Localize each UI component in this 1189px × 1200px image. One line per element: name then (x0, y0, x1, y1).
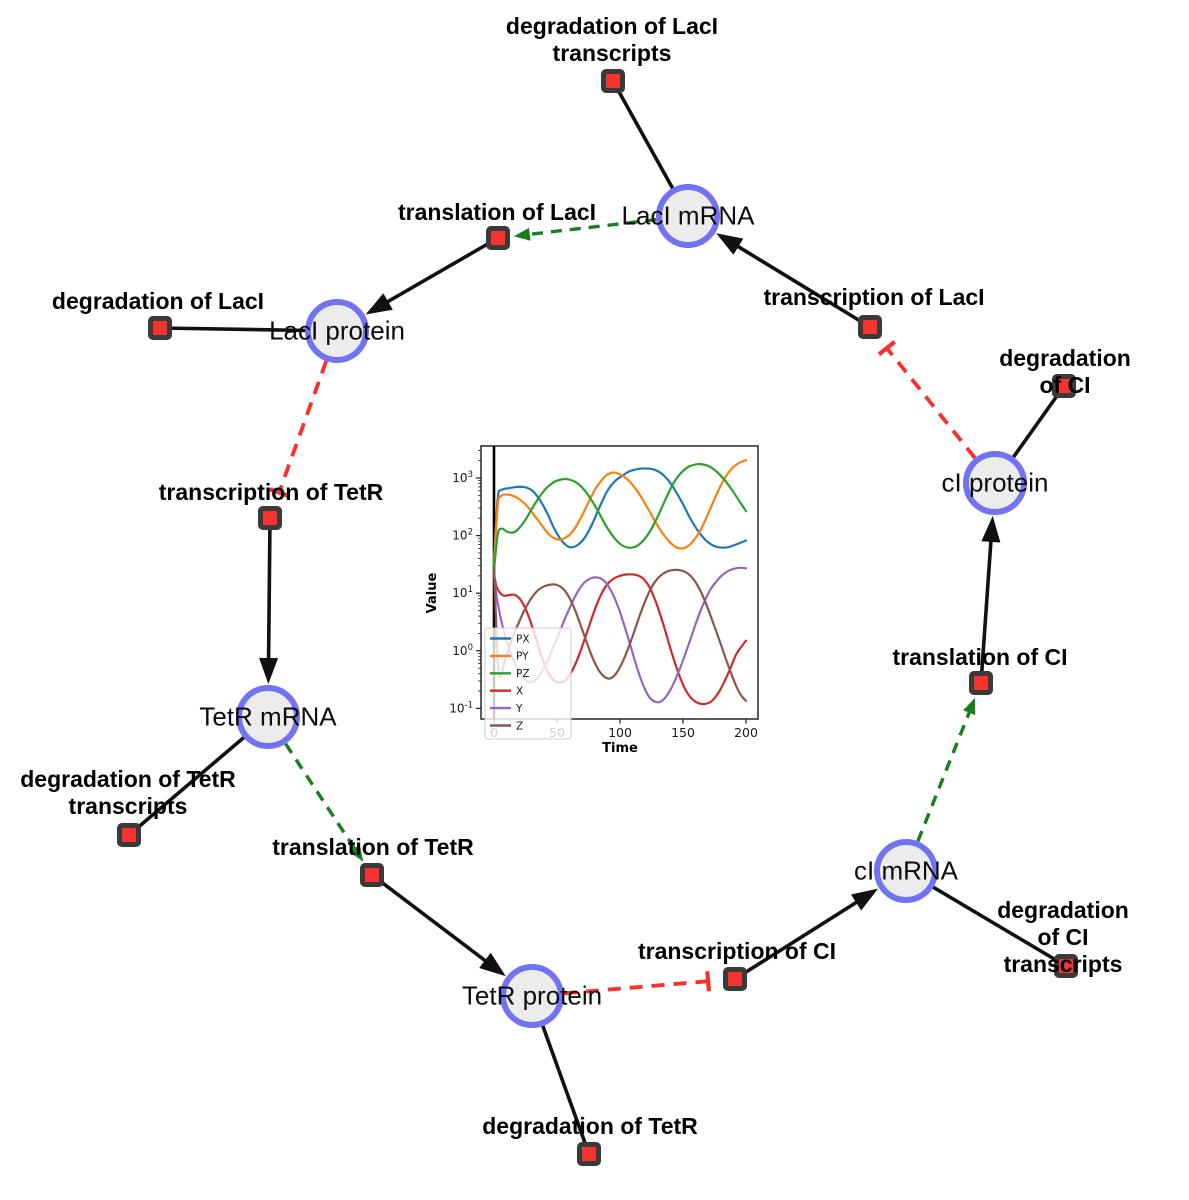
reaction-node-deg-tetr (577, 1142, 601, 1166)
reaction-node-translation-tetr (360, 863, 384, 887)
y-tick-label: 10-1 (449, 700, 473, 715)
species-label-tetr-protein: TetR protein (461, 980, 603, 1011)
species-node-ci-mrna (874, 839, 938, 903)
y-tick-label: 102 (452, 528, 473, 543)
reaction-node-transcription-tetr (258, 506, 282, 530)
y-axis-title: Value (425, 572, 440, 613)
reaction-node-deg-laci-transcripts (601, 69, 625, 93)
series-line-X (492, 572, 748, 706)
species-label-tetr-mrna: TetR mRNA (199, 701, 337, 732)
species-label-laci-protein: LacI protein (269, 315, 405, 346)
legend-label-X: X (516, 686, 523, 698)
legend-label-Y: Y (515, 703, 523, 715)
reaction-node-transcription-ci (723, 967, 747, 991)
legend-label-Z: Z (516, 720, 523, 732)
reaction-label-translation-ci: translation of CI (892, 644, 1068, 670)
y-tick-label: 103 (452, 470, 473, 485)
reaction-label-deg-tetr: degradation of TetR (482, 1113, 698, 1139)
reaction-node-transcription-laci (858, 315, 882, 339)
y-tick-label: 101 (452, 585, 473, 600)
reaction-node-deg-ci-transcripts (1054, 954, 1078, 978)
species-node-tetr-mrna (236, 685, 300, 749)
legend-label-PZ: PZ (516, 668, 530, 680)
series-line-PZ (492, 462, 748, 572)
species-node-laci-protein (305, 299, 369, 363)
y-axis: 10-1 100 101 102 103 (449, 450, 481, 715)
x-tick-label: 200 (734, 725, 758, 740)
species-label-ci-protein: cI protein (941, 467, 1049, 498)
series-curves (492, 458, 748, 706)
reaction-label-deg-tetr-transcripts: degradation of TetR transcripts (20, 766, 236, 819)
reaction-label-deg-laci: degradation of LacI (51, 288, 265, 314)
reaction-label-deg-ci: degradation of CI (999, 345, 1131, 398)
species-label-laci-mrna: LacI mRNA (621, 200, 755, 231)
reaction-node-translation-laci (486, 226, 510, 250)
series-line-PY (492, 458, 748, 567)
species-node-laci-mrna (656, 184, 720, 248)
reaction-node-translation-ci (969, 671, 993, 695)
x-axis-title: Time (602, 741, 638, 756)
series-line-Z (492, 568, 748, 702)
species-label-ci-mrna: cI mRNA (854, 855, 958, 886)
reaction-label-transcription-tetr: transcription of TetR (158, 479, 384, 505)
reaction-node-deg-tetr-transcripts (117, 823, 141, 847)
y-tick-label: 100 (452, 643, 473, 658)
reaction-label-transcription-ci: transcription of CI (637, 938, 837, 964)
reaction-node-deg-ci (1052, 374, 1076, 398)
series-line-PX (492, 467, 748, 560)
chart-legend: PX PY PZ XYZ (484, 627, 572, 740)
legend-label-PX: PX (516, 633, 530, 645)
x-tick-label: 100 (608, 725, 632, 740)
legend-label-PY: PY (516, 651, 529, 663)
reaction-label-transcription-laci: transcription of LacI (763, 284, 985, 310)
reaction-label-translation-laci: translation of LacI (397, 199, 597, 225)
x-tick-label: 150 (671, 725, 695, 740)
reaction-label-translation-tetr: translation of TetR (272, 834, 474, 860)
reaction-node-deg-laci (148, 316, 172, 340)
species-node-ci-protein (963, 451, 1027, 515)
reaction-label-deg-laci-transcripts: degradation of LacI transcripts (505, 13, 719, 66)
species-node-tetr-protein (500, 964, 564, 1028)
inset-chart: 05010015020010-1100101102103TimeValuePXP… (425, 445, 759, 756)
reaction-label-deg-ci-transcripts: degradation of CI transcripts (997, 897, 1129, 977)
